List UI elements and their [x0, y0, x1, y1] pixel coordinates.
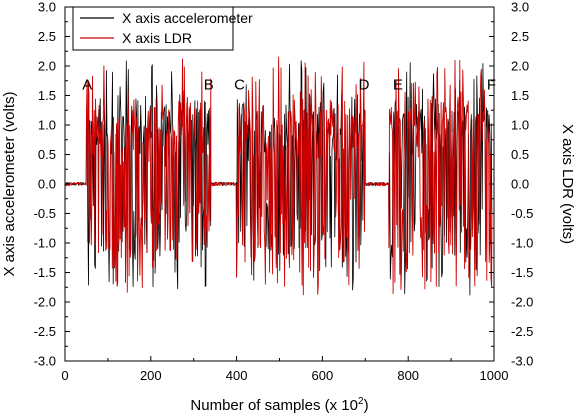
x-tick-label: 0 — [61, 368, 68, 383]
y-left-tick-label: -2.5 — [34, 324, 56, 339]
y-right-tick-label: 1.5 — [511, 88, 529, 103]
y-left-tick-label: 1.0 — [38, 118, 56, 133]
legend-label: X axis LDR — [122, 30, 192, 46]
y-right-tick-label: 0.5 — [511, 147, 529, 162]
x-tick-label: 400 — [226, 368, 248, 383]
x-axis-title-end: ) — [364, 397, 369, 414]
y-left-tick-label: 0.0 — [38, 177, 56, 192]
y-left-tick-label: -3.0 — [34, 354, 56, 369]
x-tick-label: 1000 — [480, 368, 509, 383]
y-left-tick-label: -1.0 — [34, 236, 56, 251]
y-left-tick-label: 3.0 — [38, 0, 56, 15]
x-axis-title-superscript: 2 — [358, 396, 364, 407]
y-right-tick-label: 2.0 — [511, 59, 529, 74]
x-tick-label: 600 — [312, 368, 334, 383]
x-tick-label: 200 — [140, 368, 162, 383]
y-left-tick-label: 0.5 — [38, 147, 56, 162]
y-right-tick-label: -3.0 — [511, 354, 533, 369]
legend-box — [72, 6, 234, 51]
segment-annotation: B — [204, 77, 214, 94]
segment-annotation: D — [359, 77, 370, 94]
y-right-tick-label: 3.0 — [511, 0, 529, 15]
y-left-tick-label: -0.5 — [34, 206, 56, 221]
segment-annotation: F — [487, 77, 496, 94]
segment-annotation: E — [393, 77, 403, 94]
x-axis-title: Number of samples (x 102) — [190, 396, 368, 414]
y-right-tick-label: 1.0 — [511, 118, 529, 133]
y-right-tick-label: -2.0 — [511, 295, 533, 310]
y-right-tick-label: -1.5 — [511, 265, 533, 280]
y-right-tick-label: -2.5 — [511, 324, 533, 339]
y-right-axis-title: X axis LDR (volts) — [559, 124, 574, 244]
x-tick-label: 800 — [397, 368, 419, 383]
y-left-tick-label: 2.0 — [38, 59, 56, 74]
y-left-tick-label: 1.5 — [38, 88, 56, 103]
y-left-axis-title: X axis accelerometer (volts) — [1, 91, 18, 276]
y-right-tick-label: 0.0 — [511, 177, 529, 192]
series-line-ldr — [65, 56, 493, 296]
legend-label: X axis accelerometer — [122, 10, 253, 26]
segment-annotation: C — [234, 77, 245, 94]
y-right-tick-label: -0.5 — [511, 206, 533, 221]
segment-annotation: A — [82, 77, 92, 94]
y-left-tick-label: -1.5 — [34, 265, 56, 280]
y-left-tick-label: -2.0 — [34, 295, 56, 310]
y-left-tick-label: 2.5 — [38, 29, 56, 44]
y-right-tick-label: 2.5 — [511, 29, 529, 44]
y-right-tick-label: -1.0 — [511, 236, 533, 251]
